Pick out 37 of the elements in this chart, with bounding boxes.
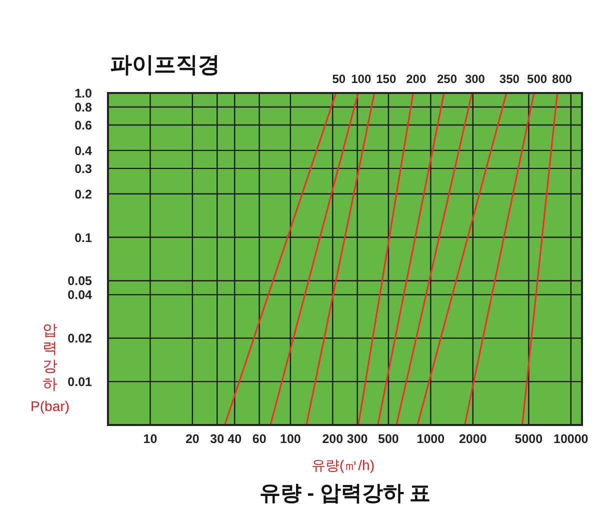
y-tick-label: 0.4: [74, 144, 92, 158]
x-tick-label: 100: [280, 432, 301, 446]
x-tick-label: 10000: [554, 432, 588, 446]
x-tick-label: 2000: [458, 432, 487, 446]
y-tick-label: 1.0: [74, 86, 92, 100]
y-tick-label: 0.8: [74, 100, 92, 114]
x-tick-label: 40: [228, 432, 242, 446]
series-label: 200: [406, 72, 426, 86]
y-tick-label: 0.02: [68, 332, 92, 346]
legend-title: 파이프직경: [110, 52, 220, 77]
x-tick-label: 200: [322, 432, 344, 446]
x-tick-label: 5000: [514, 432, 543, 446]
series-label: 250: [437, 72, 458, 86]
x-tick-label: 300: [346, 432, 368, 446]
x-tick-label: 500: [378, 432, 399, 446]
series-label: 100: [351, 72, 372, 86]
text: 유량 - 압력강하 표: [259, 482, 431, 505]
series-label: 50: [332, 72, 346, 86]
y-tick-label: 0.05: [68, 274, 92, 288]
y-tick-label: 0.01: [68, 375, 92, 390]
x-tick-label: 10: [143, 432, 158, 446]
x-axis-title: 유량(㎥/h): [312, 457, 374, 473]
y-tick-label: 0.6: [74, 118, 92, 133]
x-tick-label: 1000: [416, 432, 445, 446]
series-label: 500: [527, 72, 548, 86]
y-tick-label: 0.3: [74, 162, 92, 176]
x-tick-label: 60: [252, 432, 266, 446]
x-tick-label: 20: [185, 432, 200, 446]
series-label: 300: [464, 72, 486, 86]
series-label: 350: [499, 72, 520, 86]
series-label: 800: [552, 72, 572, 86]
y-tick-label: 0.1: [74, 230, 92, 245]
x-tick-label: 30: [210, 432, 224, 446]
series-label: 150: [376, 72, 396, 86]
y-tick-label: 0.04: [68, 288, 92, 302]
y-axis-title: 압력강하 P(bar): [30, 322, 70, 414]
y-tick-label: 0.2: [74, 187, 92, 202]
